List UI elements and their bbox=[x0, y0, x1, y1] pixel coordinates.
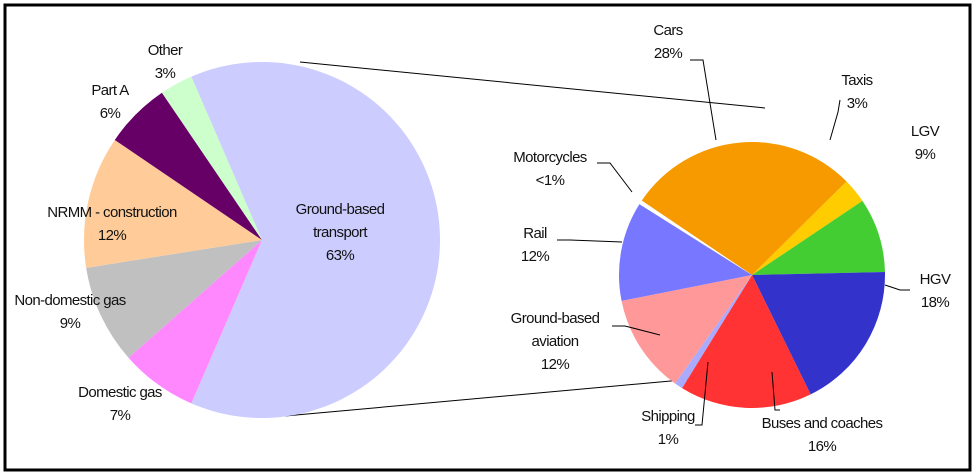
leader-line bbox=[597, 162, 633, 193]
slice-label: Non-domestic gas 9% bbox=[14, 289, 126, 335]
frame bbox=[3, 3, 972, 472]
pie-slice bbox=[639, 200, 752, 275]
leader-line bbox=[690, 59, 717, 141]
slice-label: Other 3% bbox=[148, 39, 183, 85]
pie-slice bbox=[752, 272, 885, 395]
leader-line bbox=[771, 371, 780, 411]
slice-name: Shipping bbox=[641, 408, 695, 425]
pie-slice bbox=[161, 76, 262, 240]
slice-value: 63% bbox=[325, 247, 355, 264]
slice-name: Motorcycles bbox=[513, 149, 587, 166]
leader-line bbox=[557, 239, 623, 243]
pie-slice bbox=[752, 181, 863, 275]
slice-value: 3% bbox=[154, 65, 176, 82]
pie-slice bbox=[752, 200, 885, 275]
slice-label: HGV 18% bbox=[920, 268, 951, 314]
slice-name: Other bbox=[147, 42, 183, 59]
slice-label: Ground-based transport 63% bbox=[285, 198, 395, 267]
slice-label: Ground-based aviation 12% bbox=[490, 307, 620, 376]
slice-name: Rail bbox=[523, 225, 547, 242]
pie-slice bbox=[128, 240, 262, 404]
pie-slice bbox=[86, 240, 263, 358]
slice-value: 6% bbox=[99, 105, 121, 122]
slice-name: Ground-based transport bbox=[295, 201, 385, 241]
slice-label: Shipping 1% bbox=[641, 405, 695, 451]
slice-value: 7% bbox=[109, 407, 131, 424]
slice-value: 12% bbox=[97, 227, 127, 244]
slice-name: Buses and coaches bbox=[761, 415, 883, 432]
slice-name: Taxis bbox=[841, 72, 873, 89]
slice-value: <1% bbox=[535, 172, 565, 189]
slice-label: Motorcycles <1% bbox=[513, 146, 587, 192]
slice-name: Domestic gas bbox=[78, 384, 162, 401]
pie-slice bbox=[641, 142, 847, 275]
pie-slice bbox=[114, 92, 262, 240]
pie-slice bbox=[682, 275, 811, 408]
slice-name: Ground-based aviation bbox=[510, 310, 600, 350]
slice-value: 16% bbox=[807, 438, 837, 455]
slice-value: 3% bbox=[846, 95, 868, 112]
slice-label: Rail 12% bbox=[520, 222, 550, 268]
slice-name: Non-domestic gas bbox=[14, 292, 126, 309]
leader-line bbox=[884, 284, 910, 291]
leader-line bbox=[829, 99, 841, 141]
slice-value: 1% bbox=[657, 431, 679, 448]
slice-value: 9% bbox=[59, 315, 81, 332]
slice-label: Taxis 3% bbox=[841, 69, 873, 115]
leader-line bbox=[695, 361, 709, 426]
slice-value: 12% bbox=[520, 248, 550, 265]
slice-value: 9% bbox=[914, 146, 936, 163]
slice-value: 28% bbox=[653, 45, 683, 62]
pie-slice bbox=[675, 275, 752, 389]
slice-name: NRMM - construction bbox=[47, 204, 177, 221]
slice-name: HGV bbox=[919, 271, 951, 288]
slice-name: Cars bbox=[653, 22, 683, 39]
pie-slice bbox=[618, 204, 752, 301]
slice-label: LGV 9% bbox=[910, 120, 940, 166]
pie-slice bbox=[621, 275, 752, 384]
slice-label: Part A 6% bbox=[91, 79, 129, 125]
connector-line bbox=[299, 61, 766, 109]
slice-name: LGV bbox=[910, 123, 940, 140]
slice-value: 12% bbox=[540, 356, 570, 373]
leader-lines bbox=[557, 59, 910, 426]
slice-value: 18% bbox=[920, 294, 950, 311]
slice-label: NRMM - construction 12% bbox=[47, 201, 177, 247]
slice-name: Part A bbox=[91, 82, 129, 99]
leader-line bbox=[612, 325, 661, 336]
pie-slice bbox=[84, 139, 262, 268]
slice-label: Buses and coaches 16% bbox=[762, 412, 883, 458]
slice-label: Cars 28% bbox=[653, 19, 683, 65]
slice-label: Domestic gas 7% bbox=[78, 381, 162, 427]
pie-slice bbox=[191, 61, 441, 418]
